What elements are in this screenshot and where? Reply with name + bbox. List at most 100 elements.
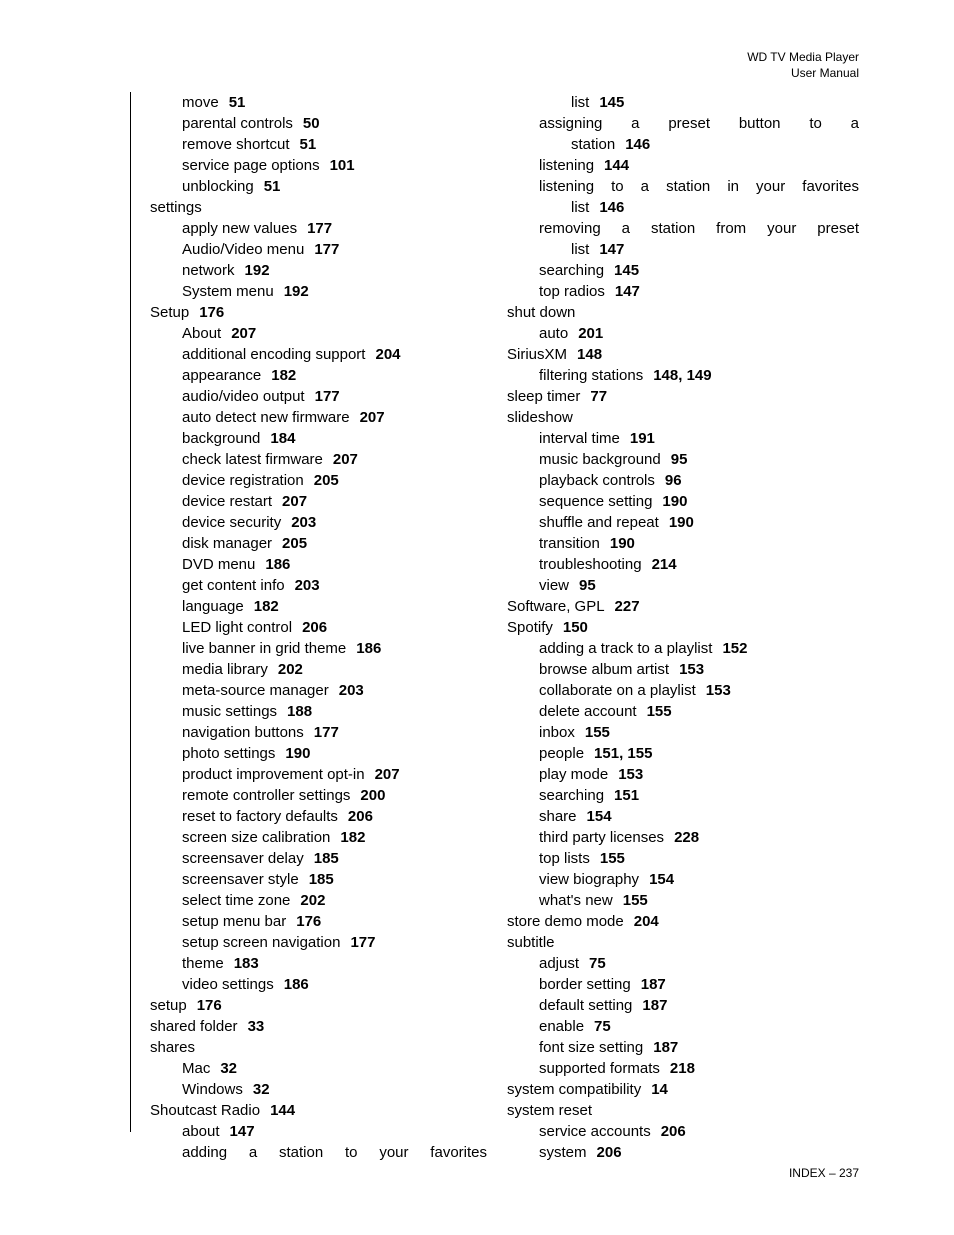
index-entry: adjust75 — [507, 953, 859, 974]
index-entry-pages: 190 — [669, 514, 694, 531]
index-entry-pages: 147 — [230, 1123, 255, 1140]
index-entry-label: reset to factory defaults — [182, 808, 338, 825]
index-entry-pages: 75 — [589, 955, 606, 972]
index-entry-label: shares — [150, 1039, 195, 1056]
index-entry-label: meta-source manager — [182, 682, 329, 699]
index-entry-label: default setting — [539, 997, 632, 1014]
index-entry-pages: 182 — [254, 598, 279, 615]
index-entry: photo settings190 — [150, 743, 487, 764]
index-entry-pages: 183 — [234, 955, 259, 972]
index-entry: background184 — [150, 428, 487, 449]
index-entry-pages: 14 — [651, 1081, 668, 1098]
index-entry-pages: 204 — [634, 913, 659, 930]
index-entry-pages: 32 — [220, 1060, 237, 1077]
index-entry: removing a station from your preset — [507, 218, 859, 239]
index-entry-pages: 186 — [284, 976, 309, 993]
index-entry: disk manager205 — [150, 533, 487, 554]
index-entry: sleep timer77 — [507, 386, 859, 407]
index-entry-pages: 146 — [625, 136, 650, 153]
index-entry: video settings186 — [150, 974, 487, 995]
index-entry: device registration205 — [150, 470, 487, 491]
index-entry: top radios147 — [507, 281, 859, 302]
index-entry-pages: 227 — [615, 598, 640, 615]
index-entry: navigation buttons177 — [150, 722, 487, 743]
header-line-1: WD TV Media Player — [747, 50, 859, 66]
index-entry-label: shuffle and repeat — [539, 514, 659, 531]
index-entry: service accounts206 — [507, 1121, 859, 1142]
index-entry: parental controls50 — [150, 113, 487, 134]
index-entry: slideshow — [507, 407, 859, 428]
index-entry: unblocking51 — [150, 176, 487, 197]
index-entry-pages: 144 — [604, 157, 629, 174]
index-entry-label: playback controls — [539, 472, 655, 489]
index-entry: Audio/Video menu 177 — [150, 239, 487, 260]
index-entry-pages: 184 — [270, 430, 295, 447]
index-entry-pages: 177 — [314, 724, 339, 741]
index-entry-label: remove shortcut — [182, 136, 290, 153]
index-entry-pages: 206 — [661, 1123, 686, 1140]
index-entry: about147 — [150, 1121, 487, 1142]
index-entry-pages: 202 — [278, 661, 303, 678]
index-entry-label: setup menu bar — [182, 913, 286, 930]
page-footer: INDEX – 237 — [789, 1166, 859, 1180]
index-entry: searching145 — [507, 260, 859, 281]
index-entry: shuffle and repeat 190 — [507, 512, 859, 533]
index-entry-pages: 51 — [300, 136, 317, 153]
index-entry: language 182 — [150, 596, 487, 617]
index-entry-label: assigning a preset button to a — [539, 115, 859, 132]
index-entry-pages: 203 — [339, 682, 364, 699]
index-entry: top lists155 — [507, 848, 859, 869]
index-entry-pages: 218 — [670, 1060, 695, 1077]
index-entry: listening144 — [507, 155, 859, 176]
index-entry-label: filtering stations — [539, 367, 643, 384]
index-entry: network192 — [150, 260, 487, 281]
index-entry-label: list — [571, 94, 589, 111]
index-entry-pages: 192 — [245, 262, 270, 279]
index-entry-pages: 96 — [665, 472, 682, 489]
index-entry-pages: 203 — [295, 577, 320, 594]
index-entry-label: setup screen navigation — [182, 934, 340, 951]
index-entry-label: device registration — [182, 472, 304, 489]
index-entry-pages: 190 — [662, 493, 687, 510]
left-column: move51parental controls50remove shortcut… — [135, 92, 497, 1163]
index-entry: audio/video output177 — [150, 386, 487, 407]
index-entry-pages: 177 — [314, 241, 339, 258]
index-entry: troubleshooting214 — [507, 554, 859, 575]
index-entry-pages: 190 — [285, 745, 310, 762]
index-entry-pages: 177 — [315, 388, 340, 405]
index-entry-label: SiriusXM — [507, 346, 567, 363]
index-entry-continuation: list 145 — [507, 92, 859, 113]
index-entry: auto201 — [507, 323, 859, 344]
index-entry-label: language — [182, 598, 244, 615]
index-entry: screensaver style185 — [150, 869, 487, 890]
index-entry-label: Windows — [182, 1081, 243, 1098]
index-entry-label: Audio/Video menu — [182, 241, 304, 258]
index-entry-label: play mode — [539, 766, 608, 783]
index-entry-label: DVD menu — [182, 556, 255, 573]
index-entry-label: supported formats — [539, 1060, 660, 1077]
index-entry-label: appearance — [182, 367, 261, 384]
index-entry-pages: 145 — [599, 94, 624, 111]
index-entry-pages: 187 — [642, 997, 667, 1014]
index-entry-label: remote controller settings — [182, 787, 350, 804]
index-entry-label: select time zone — [182, 892, 290, 909]
index-entry: Shoutcast Radio144 — [150, 1100, 487, 1121]
index-entry-pages: 50 — [303, 115, 320, 132]
index-entry-label: shared folder — [150, 1018, 238, 1035]
index-entry: SiriusXM148 — [507, 344, 859, 365]
index-entry-label: what's new — [539, 892, 613, 909]
right-column: list145assigning a preset button to asta… — [497, 92, 859, 1163]
index-entry: filtering stations148, 149 — [507, 365, 859, 386]
index-entry-label: troubleshooting — [539, 556, 642, 573]
index-entry: Setup176 — [150, 302, 487, 323]
index-entry-label: product improvement opt-in — [182, 766, 365, 783]
index-entry-pages: 190 — [610, 535, 635, 552]
index-entry: apply new values177 — [150, 218, 487, 239]
index-entry-pages: 101 — [330, 157, 355, 174]
index-entry-label: additional encoding support — [182, 346, 365, 363]
index-entry: reset to factory defaults206 — [150, 806, 487, 827]
index-entry: screen size calibration182 — [150, 827, 487, 848]
index-entry: music background95 — [507, 449, 859, 470]
index-entry: system reset — [507, 1100, 859, 1121]
index-entry: system206 — [507, 1142, 859, 1163]
